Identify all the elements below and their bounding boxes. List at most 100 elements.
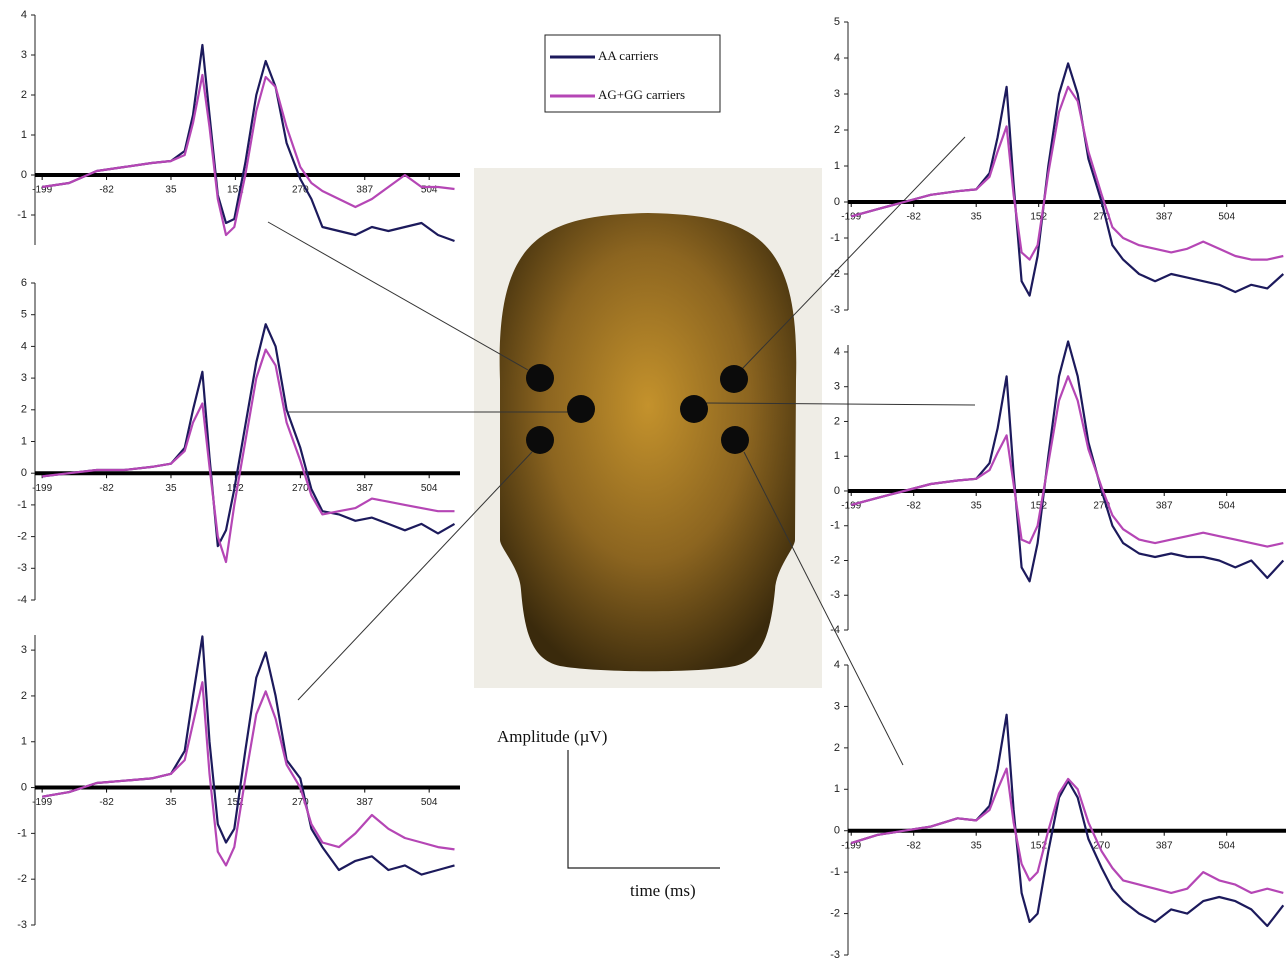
y-tick-label: 2 <box>834 742 840 754</box>
y-tick-label: 1 <box>21 129 27 141</box>
electrode <box>526 426 554 454</box>
electrode <box>680 395 708 423</box>
x-tick-label: -82 <box>906 212 921 223</box>
x-tick-label: 387 <box>356 483 373 494</box>
x-tick-label: 504 <box>1218 212 1235 223</box>
y-tick-label: 3 <box>21 49 27 61</box>
electrode <box>720 365 748 393</box>
series-line <box>42 45 454 241</box>
y-tick-label: 2 <box>834 415 840 427</box>
y-tick-label: -2 <box>17 531 27 543</box>
x-tick-label: -82 <box>99 483 114 494</box>
electrode <box>526 364 554 392</box>
legend-label: AG+GG carriers <box>598 87 685 102</box>
y-tick-label: 4 <box>834 659 840 671</box>
x-tick-label: -82 <box>99 185 114 196</box>
y-tick-label: -2 <box>830 268 840 280</box>
y-tick-label: 1 <box>834 783 840 795</box>
x-tick-label: 387 <box>1156 212 1173 223</box>
x-tick-label: 35 <box>971 501 983 512</box>
y-tick-label: 3 <box>834 88 840 100</box>
amplitude-label: Amplitude (µV) <box>497 727 607 746</box>
x-tick-label: 35 <box>971 840 983 851</box>
x-tick-label: -199 <box>32 483 52 494</box>
series-line <box>42 350 454 562</box>
y-tick-label: -1 <box>17 499 27 511</box>
legend-label: AA carriers <box>598 48 658 63</box>
y-tick-label: -3 <box>17 562 27 574</box>
y-tick-label: 1 <box>834 450 840 462</box>
series-line <box>42 324 454 546</box>
y-tick-label: 5 <box>21 309 27 321</box>
x-tick-label: 270 <box>292 483 309 494</box>
y-tick-label: 0 <box>21 467 27 479</box>
y-tick-label: -1 <box>830 866 840 878</box>
x-tick-label: 504 <box>1218 501 1235 512</box>
y-tick-label: -1 <box>17 827 27 839</box>
y-tick-label: 0 <box>834 196 840 208</box>
x-tick-label: 504 <box>1218 840 1235 851</box>
x-tick-label: 35 <box>165 483 177 494</box>
y-tick-label: 5 <box>834 16 840 28</box>
x-tick-label: 35 <box>971 212 983 223</box>
x-tick-label: 504 <box>421 483 438 494</box>
x-tick-label: -82 <box>99 797 114 808</box>
y-tick-label: -1 <box>17 209 27 221</box>
y-tick-label: -1 <box>830 520 840 532</box>
y-tick-label: 6 <box>21 277 27 289</box>
x-tick-label: 387 <box>356 797 373 808</box>
y-tick-label: 3 <box>21 644 27 656</box>
y-tick-label: 4 <box>21 340 27 352</box>
x-tick-label: 387 <box>356 185 373 196</box>
time-label: time (ms) <box>630 881 696 900</box>
y-tick-label: -3 <box>830 304 840 316</box>
y-tick-label: 4 <box>834 52 840 64</box>
x-tick-label: 152 <box>1030 212 1047 223</box>
electrode <box>721 426 749 454</box>
y-tick-label: 3 <box>834 700 840 712</box>
y-tick-label: 2 <box>21 404 27 416</box>
series-line <box>851 715 1283 926</box>
y-tick-label: -3 <box>830 949 840 961</box>
series-line <box>851 87 1283 260</box>
y-tick-label: -1 <box>830 232 840 244</box>
series-line <box>851 376 1283 546</box>
y-tick-label: -4 <box>830 624 840 636</box>
y-tick-label: 0 <box>21 781 27 793</box>
x-tick-label: 387 <box>1156 840 1173 851</box>
y-tick-label: -3 <box>830 589 840 601</box>
y-tick-label: -2 <box>830 554 840 566</box>
series-line <box>42 75 454 235</box>
figure: AA carriers AG+GG carriers Amplitude (µV… <box>0 0 1286 962</box>
x-tick-label: 152 <box>1030 501 1047 512</box>
scale-bar <box>568 750 720 868</box>
x-tick-label: 35 <box>165 797 177 808</box>
x-tick-label: -82 <box>906 840 921 851</box>
y-tick-label: 2 <box>834 124 840 136</box>
y-tick-label: 0 <box>834 825 840 837</box>
x-tick-label: -82 <box>906 501 921 512</box>
x-tick-label: 387 <box>1156 501 1173 512</box>
y-tick-label: -2 <box>830 907 840 919</box>
x-tick-label: -199 <box>32 797 52 808</box>
y-tick-label: 3 <box>21 372 27 384</box>
electrode <box>567 395 595 423</box>
series-line <box>42 682 454 865</box>
y-tick-label: 1 <box>21 435 27 447</box>
y-tick-label: 0 <box>834 485 840 497</box>
x-tick-label: 504 <box>421 797 438 808</box>
y-tick-label: 2 <box>21 690 27 702</box>
y-tick-label: -3 <box>17 919 27 931</box>
y-tick-label: 4 <box>834 346 840 358</box>
y-tick-label: 2 <box>21 89 27 101</box>
x-tick-label: 35 <box>165 185 177 196</box>
y-tick-label: 1 <box>834 160 840 172</box>
y-tick-label: -4 <box>17 594 27 606</box>
y-tick-label: 0 <box>21 169 27 181</box>
y-tick-label: 3 <box>834 381 840 393</box>
y-tick-label: 1 <box>21 736 27 748</box>
